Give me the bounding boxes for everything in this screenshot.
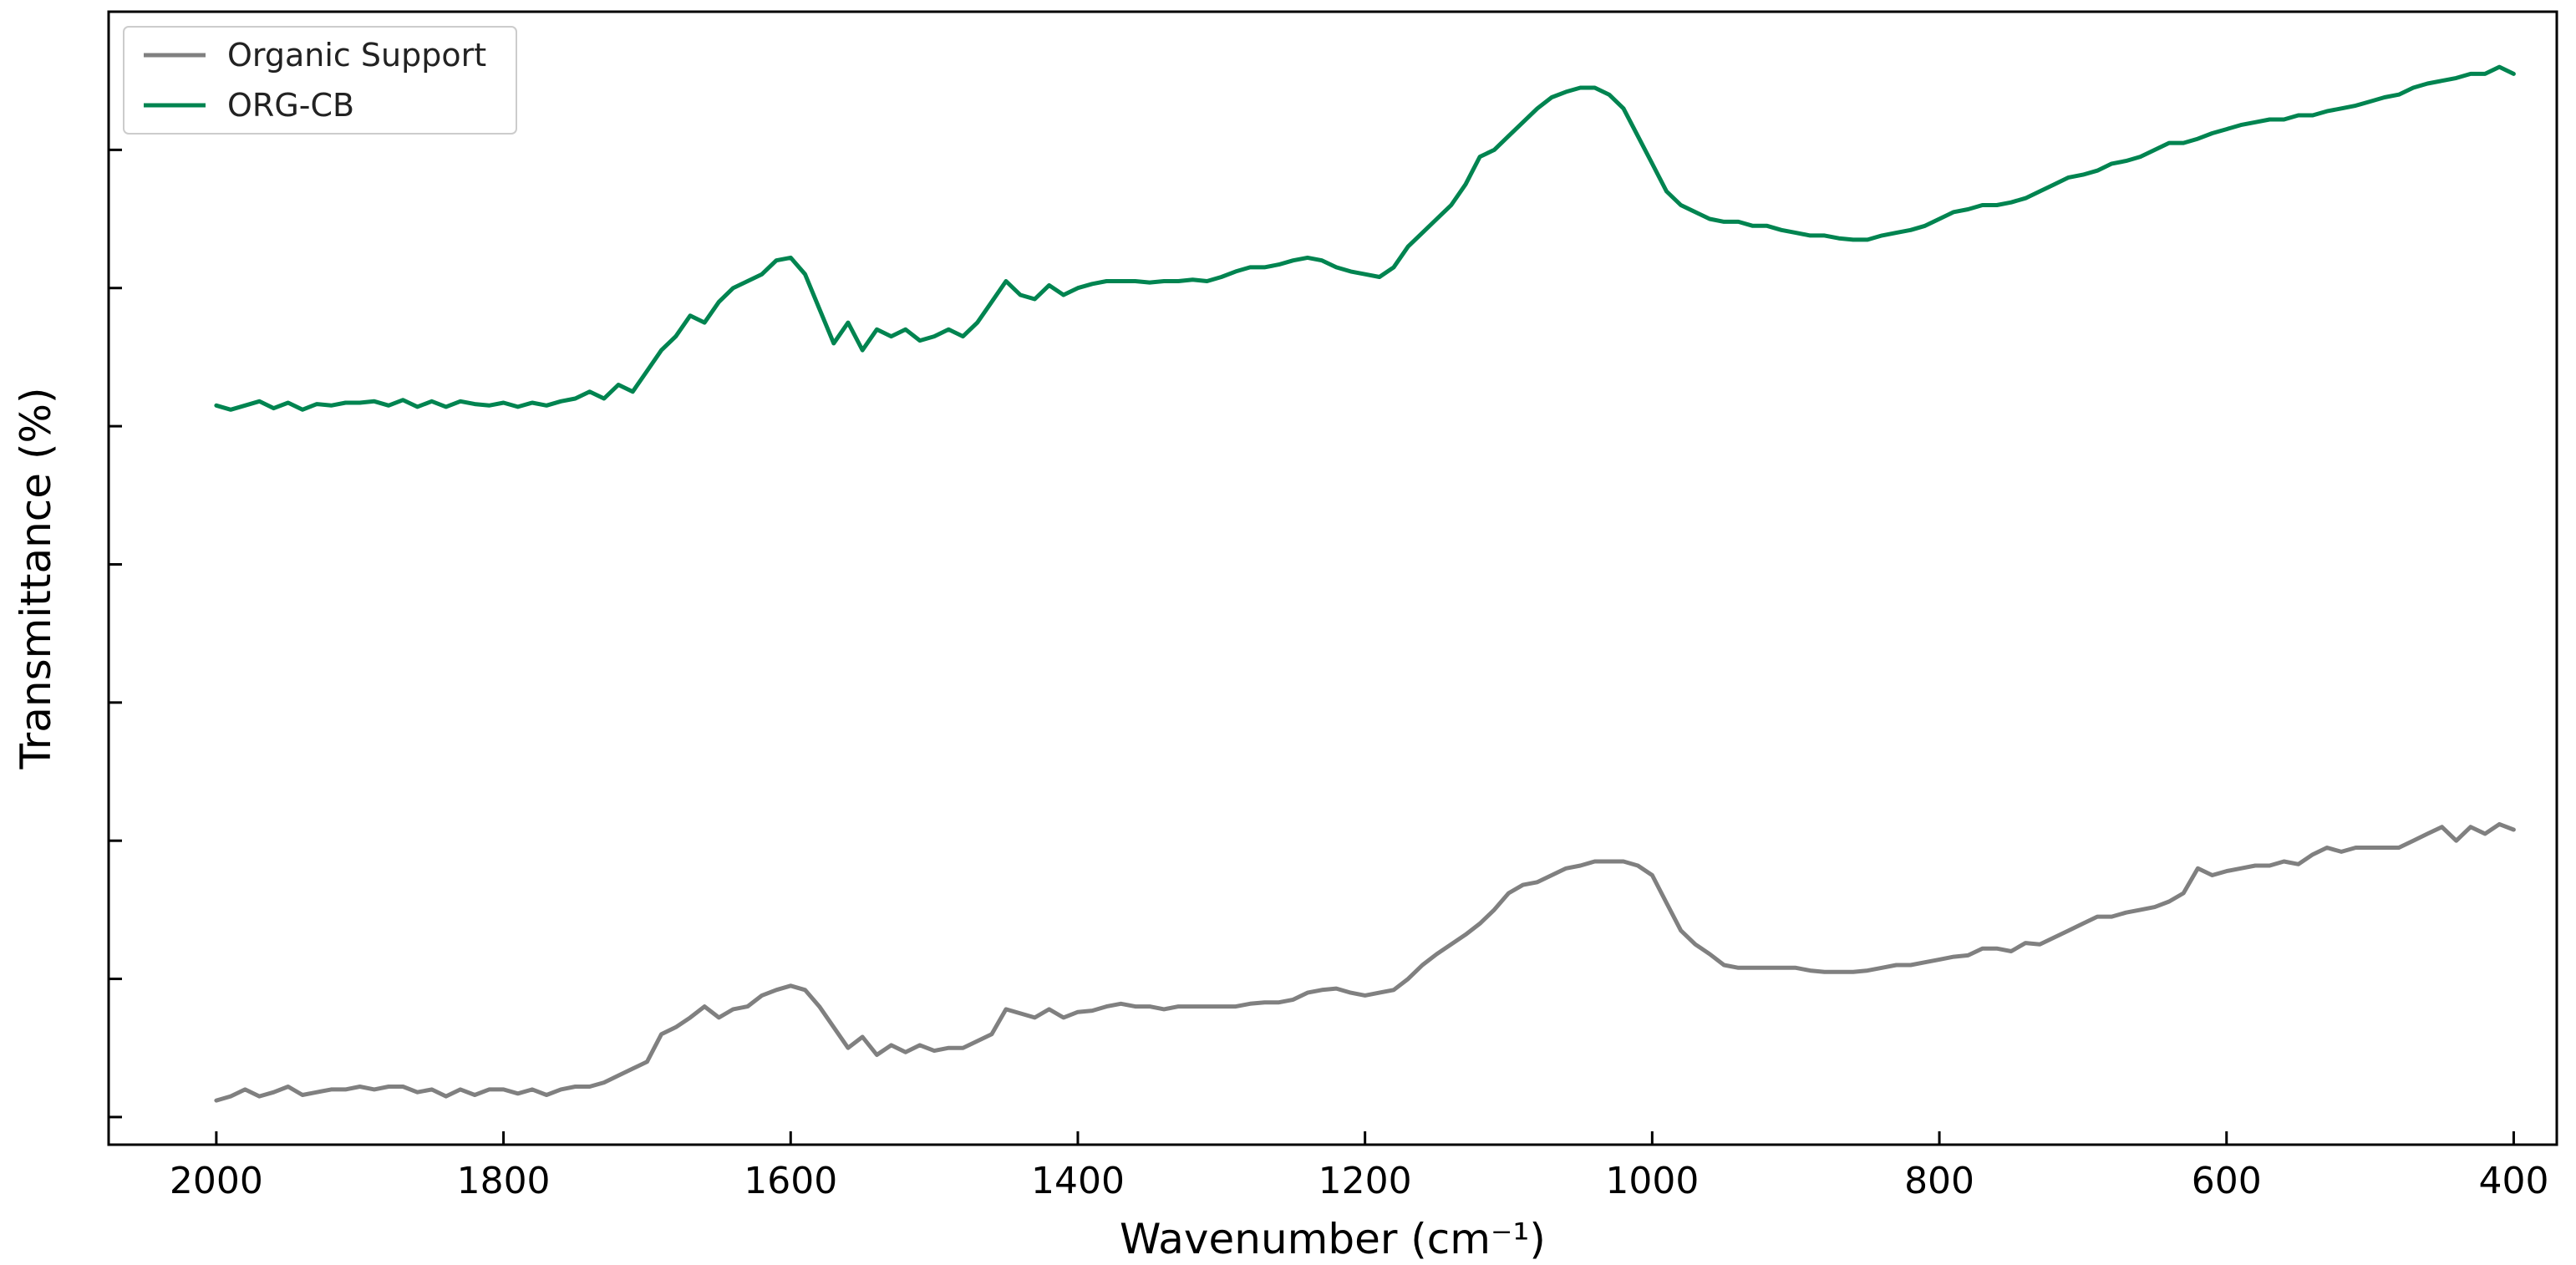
- x-tick-label: 400: [2478, 1160, 2548, 1202]
- x-tick-label: 800: [1904, 1160, 1974, 1202]
- legend-entry-0: Organic Support: [227, 37, 486, 74]
- plot-area: [214, 64, 2516, 1103]
- plot-frame: [107, 10, 2558, 1146]
- x-tick-label: 2000: [170, 1160, 263, 1202]
- series-line-0: [214, 821, 2516, 1103]
- x-tick-label: 1200: [1318, 1160, 1412, 1202]
- axis-ticks: 2000 1800 1600 1400 1200 1000 800 600 400: [109, 148, 2548, 1202]
- legend: Organic Support ORG-CB: [123, 26, 517, 135]
- legend-box: [123, 26, 517, 135]
- legend-entry-1: ORG-CB: [227, 87, 354, 124]
- x-tick-label: 1800: [457, 1160, 551, 1202]
- x-axis-label: Wavenumber (cm⁻¹): [1120, 1215, 1546, 1263]
- y-axis-label: Transmittance (%): [12, 388, 60, 770]
- x-tick-label: 1400: [1031, 1160, 1125, 1202]
- series-line-1: [214, 64, 2516, 412]
- x-tick-label: 1600: [744, 1160, 837, 1202]
- x-tick-label: 600: [2192, 1160, 2262, 1202]
- x-tick-label: 1000: [1605, 1160, 1699, 1202]
